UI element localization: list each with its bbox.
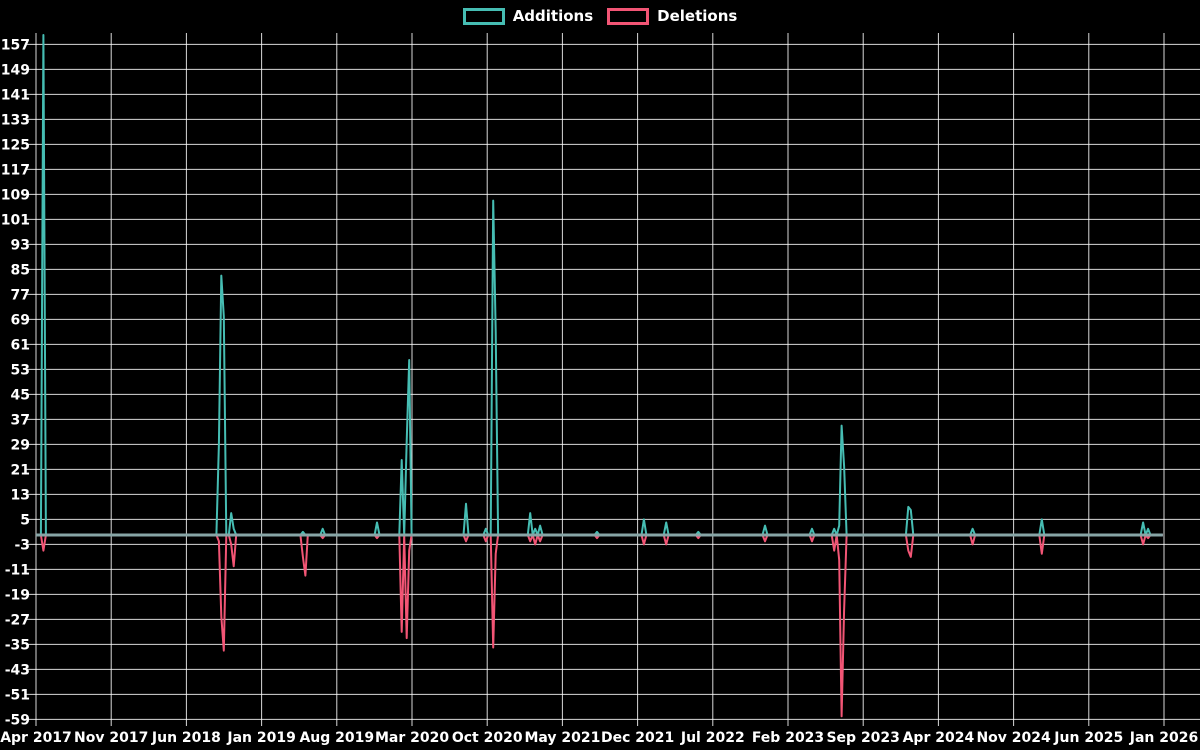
y-tick-label: 77 <box>11 287 30 303</box>
y-tick-label: 29 <box>11 437 30 453</box>
y-tick-label: -11 <box>5 562 30 578</box>
y-tick-label: 141 <box>1 87 30 103</box>
legend: Additions Deletions <box>0 7 1200 25</box>
x-tick-label: Apr 2024 <box>903 730 975 746</box>
additions-line <box>36 34 1163 536</box>
y-tick-label: 45 <box>11 387 30 403</box>
x-tick-label: Jun 2018 <box>151 730 221 746</box>
y-tick-label: 53 <box>11 362 30 378</box>
y-tick-label: -27 <box>5 612 30 628</box>
y-tick-label: 149 <box>1 62 30 78</box>
x-tick-label: Feb 2023 <box>752 730 824 746</box>
x-tick-label: May 2021 <box>524 730 600 746</box>
x-tick-label: Jan 2026 <box>1129 730 1198 746</box>
y-tick-label: 37 <box>11 412 30 428</box>
deletions-line <box>36 534 1163 718</box>
x-tick-label: Nov 2017 <box>74 730 148 746</box>
y-tick-label: 117 <box>1 162 30 178</box>
y-tick-label: -43 <box>5 662 30 678</box>
x-tick-label: Sep 2023 <box>826 730 899 746</box>
legend-item-deletions[interactable]: Deletions <box>607 7 737 25</box>
y-tick-label: 101 <box>1 212 30 228</box>
x-tick-label: Aug 2019 <box>299 730 374 746</box>
x-tick-label: Jun 2025 <box>1053 730 1123 746</box>
y-tick-label: 93 <box>11 237 30 253</box>
y-tick-label: -51 <box>5 687 30 703</box>
additions-swatch-icon <box>462 7 505 25</box>
x-tick-label: Jul 2022 <box>680 730 745 746</box>
deletions-swatch-icon <box>607 7 650 25</box>
legend-label-additions: Additions <box>512 7 594 25</box>
x-tick-label: Apr 2017 <box>0 730 72 746</box>
y-tick-label: -19 <box>5 587 30 603</box>
y-tick-label: 85 <box>11 262 30 278</box>
y-tick-label: -35 <box>5 637 30 653</box>
y-tick-label: 157 <box>1 37 30 53</box>
y-tick-label: 21 <box>11 462 30 478</box>
x-tick-label: Jan 2019 <box>226 730 295 746</box>
x-tick-label: Mar 2020 <box>375 730 449 746</box>
x-tick-label: Dec 2021 <box>601 730 674 746</box>
y-tick-label: 61 <box>11 337 30 353</box>
y-tick-label: 109 <box>1 187 30 203</box>
legend-item-additions[interactable]: Additions <box>462 7 594 25</box>
y-tick-label: 125 <box>1 137 30 153</box>
y-tick-label: 69 <box>11 312 30 328</box>
y-tick-label: 133 <box>1 112 30 128</box>
legend-label-deletions: Deletions <box>657 7 738 25</box>
x-tick-label: Nov 2024 <box>976 730 1051 746</box>
x-tick-label: Oct 2020 <box>452 730 523 746</box>
y-tick-label: 5 <box>20 512 30 528</box>
y-tick-label: 13 <box>11 487 30 503</box>
y-tick-label: -59 <box>5 712 30 728</box>
y-tick-label: -3 <box>14 537 30 553</box>
